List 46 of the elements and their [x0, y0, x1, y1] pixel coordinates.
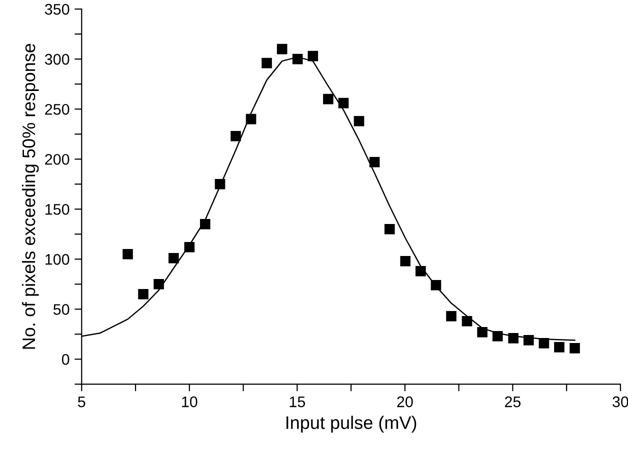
point — [168, 252, 179, 264]
point — [524, 335, 534, 346]
point — [262, 58, 272, 68]
y-tick-label: 200 — [45, 154, 70, 165]
point — [570, 343, 580, 354]
point — [138, 289, 148, 300]
point — [308, 50, 318, 62]
point — [538, 338, 550, 348]
y-tick-label: 250 — [45, 104, 70, 115]
point — [508, 333, 518, 344]
y-tick-label: 300 — [44, 54, 70, 65]
point — [230, 130, 241, 142]
y-tick-label: 350 — [44, 4, 70, 15]
y-tick-label: 150 — [46, 204, 70, 215]
point — [446, 311, 456, 322]
point — [323, 94, 334, 104]
point — [338, 98, 349, 108]
x-tick-label: 10 — [182, 396, 198, 408]
point — [246, 114, 256, 124]
x-tick-label: 5 — [78, 396, 86, 408]
point — [492, 331, 503, 342]
point — [122, 248, 133, 260]
point — [416, 266, 426, 276]
point — [154, 279, 164, 290]
point — [554, 342, 564, 352]
x-tick-label: 30 — [612, 396, 628, 408]
point — [430, 280, 442, 290]
point — [276, 44, 288, 54]
y-axis-title: No. of pixels exceeding 50% response — [22, 44, 39, 349]
point — [214, 178, 226, 190]
point — [292, 54, 303, 64]
y-tick-label: 0 — [62, 354, 70, 365]
x-axis-title: Input pulse (mV) — [286, 416, 416, 433]
point — [462, 316, 472, 326]
point — [384, 224, 395, 234]
point — [354, 116, 364, 126]
x-tick-label: 15 — [290, 396, 306, 408]
point — [477, 327, 488, 338]
point — [400, 256, 411, 266]
y-tick-label: 50 — [53, 304, 70, 315]
x-tick-label: 25 — [504, 396, 521, 408]
point — [184, 242, 195, 252]
point — [369, 156, 380, 168]
x-tick-label: 20 — [397, 396, 413, 408]
point — [200, 218, 210, 230]
y-tick-label: 100 — [46, 254, 70, 265]
